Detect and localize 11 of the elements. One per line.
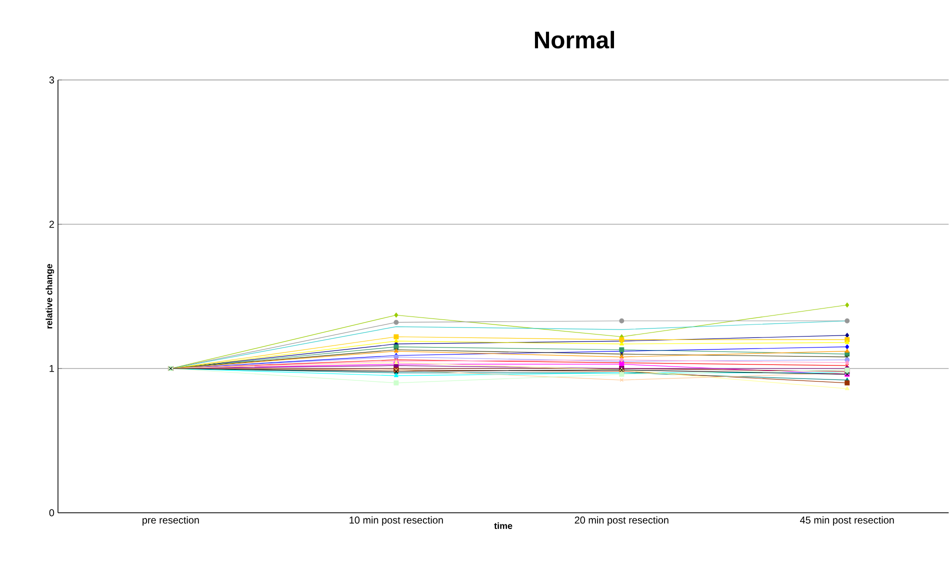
x-axis-title: time — [494, 522, 512, 530]
x-tick-label: 10 min post resection — [350, 516, 443, 526]
y-tick-label: 3 — [49, 76, 54, 84]
y-axis-title: relative change — [46, 264, 54, 329]
x-tick-label: 20 min post resection — [574, 516, 668, 526]
chart-title: Normal — [534, 31, 614, 49]
y-tick-label: 0 — [49, 509, 54, 516]
y-tick-label: 2 — [49, 220, 54, 228]
x-tick-label: pre resection — [142, 516, 199, 526]
y-tick-label: 1 — [50, 365, 54, 372]
x-tick-label: 45 min post resection — [800, 516, 894, 526]
